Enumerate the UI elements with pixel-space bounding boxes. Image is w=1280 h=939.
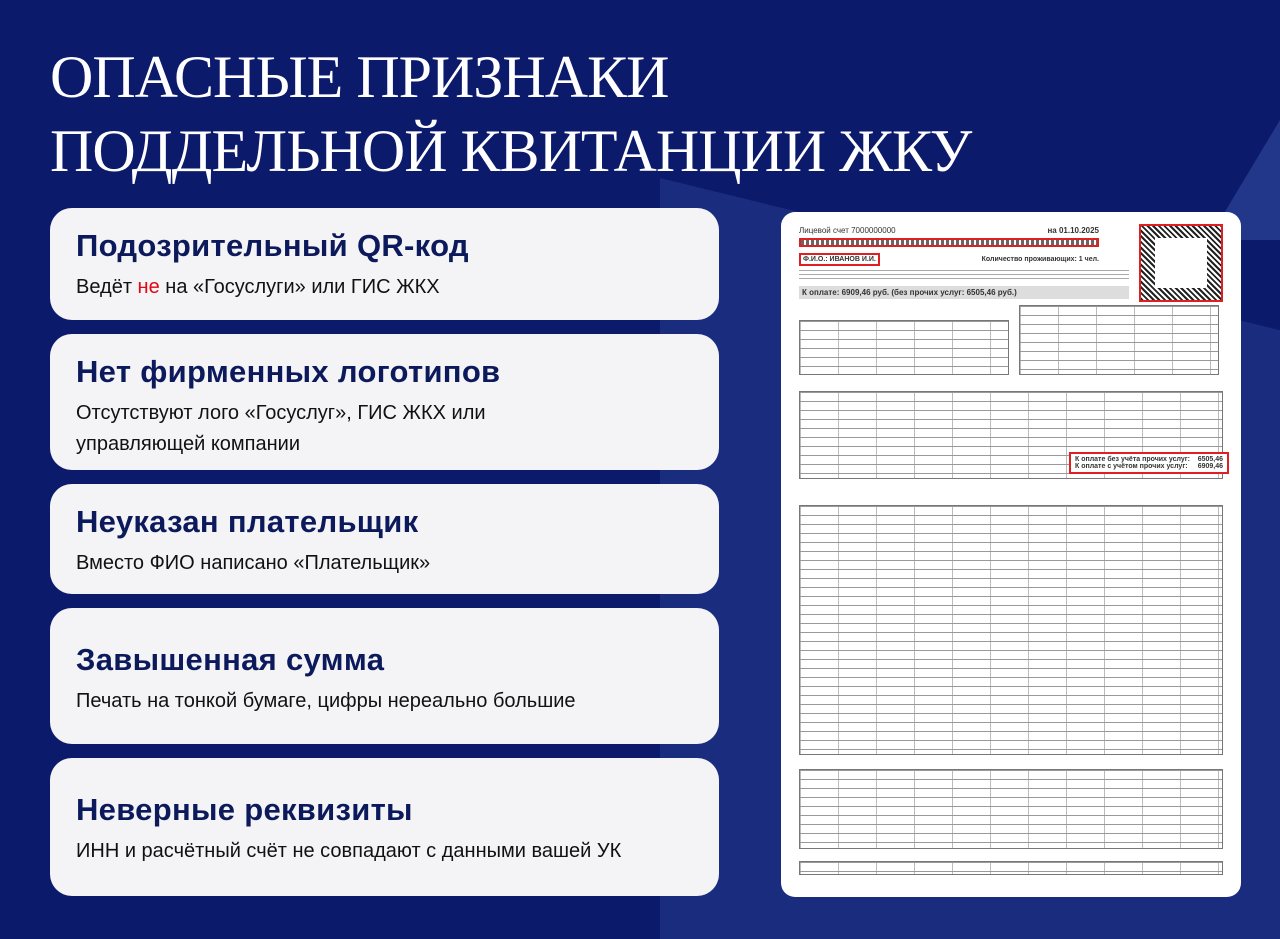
card-text: Отсутствуют лого «Госуслуг», ГИС ЖКХ или… [76, 402, 486, 455]
page-title: ОПАСНЫЕ ПРИЗНАКИ ПОДДЕЛЬНОЙ КВИТАНЦИИ ЖКУ [50, 40, 1050, 188]
text-highlight: не [137, 276, 160, 298]
total-value: 6909,46 [1197, 463, 1223, 470]
card-text: ИНН и расчётный счёт не совпадают с данн… [76, 840, 622, 862]
receipt-to-pay: К оплате: 6909,46 руб. (без прочих услуг… [799, 286, 1129, 299]
table [799, 505, 1223, 755]
sign-card-requisites: Неверные реквизиты ИНН и расчётный счёт … [50, 758, 719, 896]
sign-card-amount: Завышенная сумма Печать на тонкой бумаге… [50, 608, 719, 744]
card-text: Вместо ФИО написано «Плательщик» [76, 552, 431, 574]
card-text: Печать на тонкой бумаге, цифры нереально… [76, 690, 576, 712]
title-line-1: ОПАСНЫЕ ПРИЗНАКИ [50, 44, 669, 110]
total-label: К оплате с учётом прочих услуг: [1075, 463, 1188, 470]
text-lines [799, 270, 1129, 280]
sign-card-logos: Нет фирменных логотипов Отсутствуют лого… [50, 334, 719, 470]
table [1018, 305, 1219, 375]
table [799, 769, 1223, 849]
receipt-date: на 01.10.2025 [1047, 226, 1099, 235]
card-heading: Неверные реквизиты [76, 792, 413, 827]
text-part: Ведёт [76, 276, 138, 298]
card-heading: Завышенная сумма [76, 642, 385, 677]
card-heading: Нет фирменных логотипов [76, 354, 501, 389]
card-heading: Неуказан плательщик [76, 504, 419, 539]
card-heading: Подозрительный QR-код [76, 228, 469, 263]
receipt-residents: Количество проживающих: 1 чел. [981, 256, 1099, 263]
text-part: на «Госуслуги» или ГИС ЖКХ [159, 276, 440, 298]
total-label: К оплате без учёта прочих услуг: [1075, 456, 1191, 463]
sign-card-qr: Подозрительный QR-код Ведёт не на «Госус… [50, 208, 719, 320]
receipt-fio: Ф.И.О.: ИВАНОВ И.И. [799, 253, 880, 266]
total-value: 6505,46 [1197, 456, 1223, 463]
qr-code-highlight [1139, 224, 1223, 302]
table [799, 861, 1223, 875]
requisites-highlight [799, 238, 1099, 247]
sign-card-payer: Неуказан плательщик Вместо ФИО написано … [50, 484, 719, 594]
table [799, 320, 1009, 375]
totals-highlight: К оплате без учёта прочих услуг: 6505,46 … [1069, 452, 1229, 474]
title-line-2: ПОДДЕЛЬНОЙ КВИТАНЦИИ ЖКУ [50, 118, 972, 184]
receipt-image: Лицевой счет 7000000000 на 01.10.2025 Ф.И… [781, 212, 1241, 897]
receipt-account: Лицевой счет 7000000000 [799, 226, 896, 235]
card-text: Ведёт не на «Госуслуги» или ГИС ЖКХ [76, 272, 693, 303]
